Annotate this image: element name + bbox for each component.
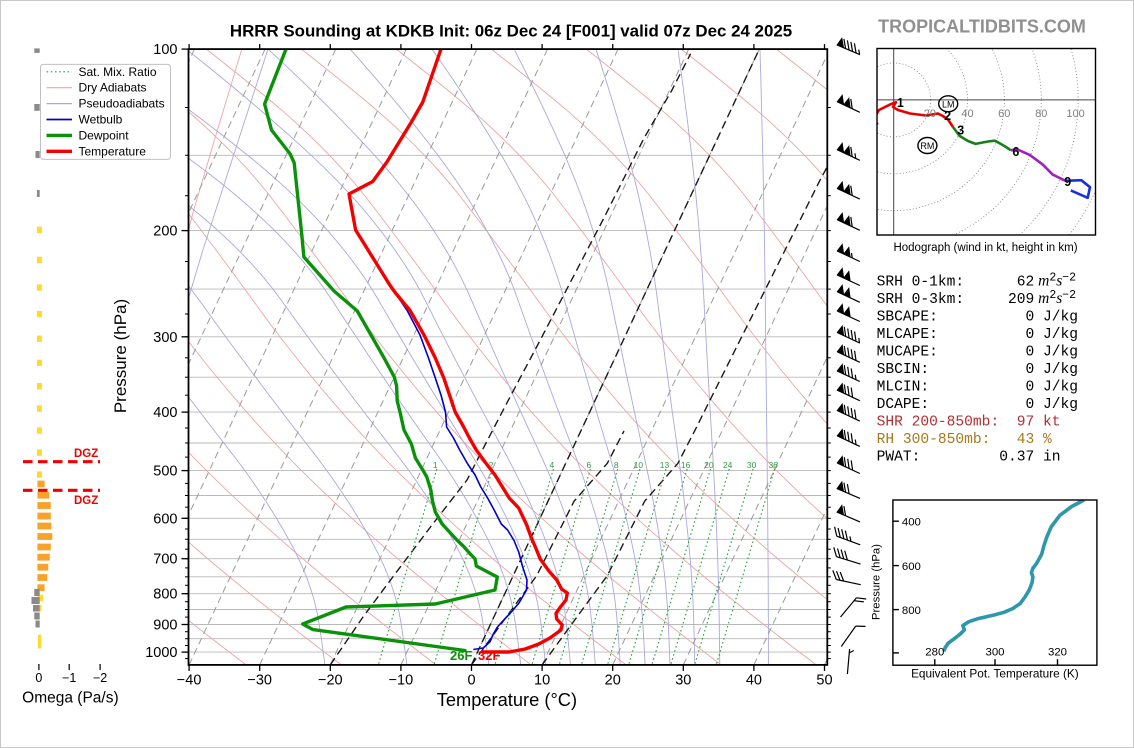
svg-text:Dewpoint: Dewpoint xyxy=(79,128,130,142)
svg-text:SHR 200-850mb: 97 kt: SHR 200-850mb: 97 kt xyxy=(877,414,1061,430)
svg-text:300: 300 xyxy=(985,647,1004,659)
svg-text:−10: −10 xyxy=(389,673,414,689)
svg-text:−30: −30 xyxy=(247,673,272,689)
svg-text:80: 80 xyxy=(1035,108,1047,120)
svg-text:600: 600 xyxy=(902,561,921,573)
svg-text:HRRR Sounding at KDKB Init: 06: HRRR Sounding at KDKB Init: 06z Dec 24 [… xyxy=(230,22,792,41)
svg-text:9: 9 xyxy=(1064,175,1071,189)
svg-text:3: 3 xyxy=(957,123,964,137)
svg-text:Temperature: Temperature xyxy=(79,144,147,158)
svg-text:400: 400 xyxy=(902,517,921,529)
svg-text:1: 1 xyxy=(433,460,438,470)
svg-text:Pseudoadiabats: Pseudoadiabats xyxy=(79,97,165,111)
svg-text:500: 500 xyxy=(153,464,177,480)
svg-text:Omega (Pa/s): Omega (Pa/s) xyxy=(22,690,118,707)
svg-text:32F: 32F xyxy=(478,648,500,663)
svg-text:TROPICALTIDBITS.COM: TROPICALTIDBITS.COM xyxy=(878,17,1086,37)
svg-text:1000: 1000 xyxy=(145,645,177,661)
svg-text:SBCAPE: 0 J/kg: SBCAPE: 0 J/kg xyxy=(877,309,1078,325)
svg-text:16: 16 xyxy=(681,460,691,470)
svg-text:40: 40 xyxy=(961,108,973,120)
svg-text:PWAT: 0.37 in: PWAT: 0.37 in xyxy=(877,449,1061,465)
svg-text:200: 200 xyxy=(153,224,177,240)
svg-text:10: 10 xyxy=(634,460,644,470)
svg-text:280: 280 xyxy=(925,647,944,659)
svg-text:900: 900 xyxy=(153,618,177,634)
svg-text:800: 800 xyxy=(902,605,921,617)
svg-text:SBCIN: 0 J/kg: SBCIN: 0 J/kg xyxy=(877,362,1078,378)
svg-text:SRH 0-1km: 62 m2s−2: SRH 0-1km: 62 m2s−2 xyxy=(877,271,1077,290)
svg-text:1: 1 xyxy=(897,96,904,110)
svg-text:30: 30 xyxy=(747,460,757,470)
svg-text:0: 0 xyxy=(35,671,42,685)
svg-text:40: 40 xyxy=(746,673,762,689)
svg-text:Equivalent Pot. Temperature (K: Equivalent Pot. Temperature (K) xyxy=(911,667,1079,681)
svg-text:MLCAPE: 0 J/kg: MLCAPE: 0 J/kg xyxy=(877,327,1078,343)
svg-text:20: 20 xyxy=(704,460,714,470)
svg-text:20: 20 xyxy=(924,108,936,120)
svg-text:−1: −1 xyxy=(62,671,76,685)
svg-text:Wetbulb: Wetbulb xyxy=(79,113,123,127)
svg-text:−20: −20 xyxy=(318,673,343,689)
svg-text:400: 400 xyxy=(153,405,177,421)
svg-text:50: 50 xyxy=(816,673,832,689)
svg-text:8: 8 xyxy=(614,460,619,470)
svg-text:26F: 26F xyxy=(450,648,472,663)
svg-text:Dry Adiabats: Dry Adiabats xyxy=(79,81,147,95)
svg-text:6: 6 xyxy=(587,460,592,470)
svg-text:36: 36 xyxy=(768,460,778,470)
svg-text:100: 100 xyxy=(153,42,177,58)
svg-text:320: 320 xyxy=(1048,647,1067,659)
svg-text:DGZ: DGZ xyxy=(74,448,98,460)
svg-text:Pressure (hPa): Pressure (hPa) xyxy=(111,299,130,413)
svg-text:DCAPE: 0 J/kg: DCAPE: 0 J/kg xyxy=(877,397,1078,413)
svg-text:RM: RM xyxy=(920,141,934,151)
svg-text:10: 10 xyxy=(534,673,550,689)
svg-text:0: 0 xyxy=(467,673,475,689)
svg-text:2: 2 xyxy=(489,460,494,470)
svg-text:−40: −40 xyxy=(177,673,202,689)
svg-text:100: 100 xyxy=(1066,108,1084,120)
svg-text:20: 20 xyxy=(605,673,621,689)
svg-text:30: 30 xyxy=(675,673,691,689)
svg-text:6: 6 xyxy=(1012,145,1019,159)
svg-text:LM: LM xyxy=(942,99,955,109)
svg-text:60: 60 xyxy=(998,108,1010,120)
svg-text:SRH 0-3km: 209 m2s−2: SRH 0-3km: 209 m2s−2 xyxy=(877,289,1077,308)
svg-text:700: 700 xyxy=(153,552,177,568)
svg-text:24: 24 xyxy=(723,460,733,470)
svg-text:600: 600 xyxy=(153,511,177,527)
svg-text:800: 800 xyxy=(153,587,177,603)
svg-text:Pressure (hPa): Pressure (hPa) xyxy=(871,544,883,620)
svg-text:DGZ: DGZ xyxy=(74,495,98,507)
svg-text:Hodograph (wind in kt, height: Hodograph (wind in kt, height in km) xyxy=(893,242,1077,254)
svg-text:MLCIN: 0 J/kg: MLCIN: 0 J/kg xyxy=(877,379,1078,395)
svg-text:−2: −2 xyxy=(93,671,107,685)
svg-text:4: 4 xyxy=(550,460,555,470)
svg-text:RH 300-850mb: 43 %: RH 300-850mb: 43 % xyxy=(877,432,1052,448)
svg-text:13: 13 xyxy=(660,460,670,470)
svg-text:Temperature (°C): Temperature (°C) xyxy=(437,689,577,710)
svg-text:Sat. Mix. Ratio: Sat. Mix. Ratio xyxy=(79,65,157,79)
svg-text:300: 300 xyxy=(153,330,177,346)
svg-text:2: 2 xyxy=(944,109,951,123)
svg-text:MUCAPE: 0 J/kg: MUCAPE: 0 J/kg xyxy=(877,344,1078,360)
